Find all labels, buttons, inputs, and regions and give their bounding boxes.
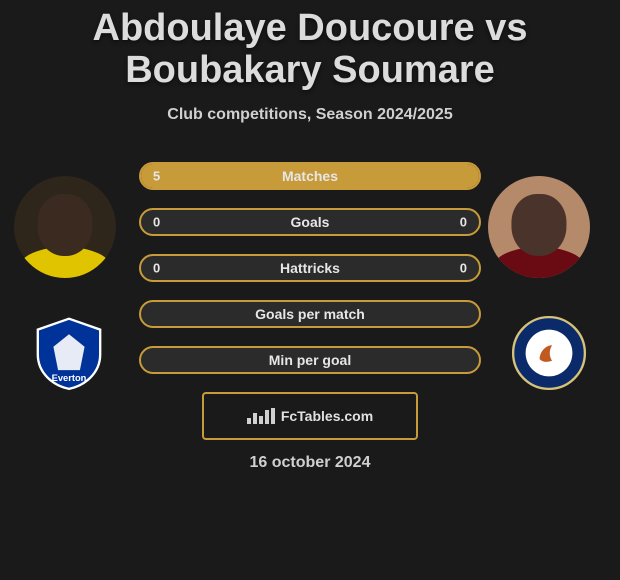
- stat-label: Min per goal: [141, 352, 479, 368]
- stat-row: Goals0 0: [0, 208, 620, 236]
- bar-fill-left: [141, 164, 479, 188]
- stat-row: Min per goal: [0, 346, 620, 374]
- stat-value-left: 0: [153, 214, 160, 229]
- chart-icon: [247, 408, 275, 424]
- stat-bar: Goals per match: [139, 300, 481, 328]
- stat-value-left: 5: [153, 168, 160, 183]
- stat-value-right: 0: [460, 214, 467, 229]
- stat-value-left: 0: [153, 260, 160, 275]
- stat-row: Matches5: [0, 162, 620, 190]
- stat-label: Goals: [141, 214, 479, 230]
- stats-area: Matches5Goals00Hattricks00Goals per matc…: [0, 162, 620, 374]
- stat-bar: Goals0 0: [139, 208, 481, 236]
- stat-bar: Min per goal: [139, 346, 481, 374]
- credit-text: FcTables.com: [281, 408, 373, 424]
- stat-label: Goals per match: [141, 306, 479, 322]
- stat-bar: Hattricks0 0: [139, 254, 481, 282]
- subtitle: Club competitions, Season 2024/2025: [0, 106, 620, 124]
- stat-value-right: 0: [460, 260, 467, 275]
- credit-box: FcTables.com: [202, 392, 418, 440]
- svg-text:Everton: Everton: [52, 373, 87, 383]
- stat-row: Goals per match: [0, 300, 620, 328]
- stat-row: Hattricks0 0: [0, 254, 620, 282]
- page-title: Abdoulaye Doucoure vs Boubakary Soumare: [0, 0, 620, 106]
- stat-bar: Matches5: [139, 162, 481, 190]
- date: 16 october 2024: [0, 454, 620, 472]
- stat-label: Hattricks: [141, 260, 479, 276]
